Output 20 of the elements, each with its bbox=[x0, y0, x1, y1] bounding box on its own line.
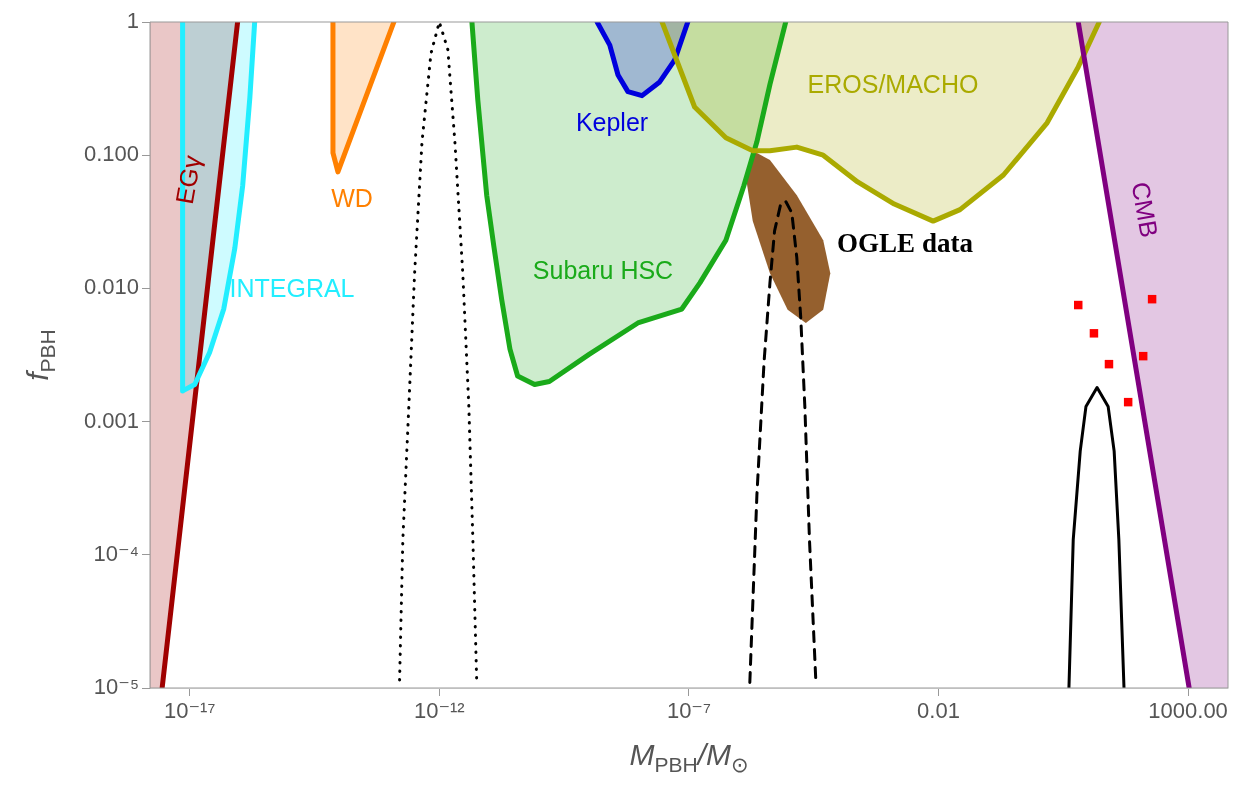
y-tick-label: 0.100 bbox=[83, 141, 139, 167]
x-tick-label: 10⁻¹⁷ bbox=[164, 698, 216, 724]
y-tick-label: 0.010 bbox=[83, 274, 139, 300]
series-label: Subaru HSC bbox=[532, 255, 674, 284]
y-tick-label: 10⁻⁵ bbox=[93, 674, 139, 700]
series-label: EROS/MACHO bbox=[807, 69, 979, 98]
series-label: CMB bbox=[1126, 179, 1164, 240]
series-label: EGγ bbox=[169, 152, 207, 207]
series-label: INTEGRAL bbox=[229, 273, 355, 302]
x-tick-label: 10⁻¹² bbox=[413, 698, 465, 724]
x-axis-title: M$_{PBH}$/M$_{⊙}$ bbox=[628, 738, 750, 777]
series-label: Kepler bbox=[575, 107, 649, 136]
y-tick-label: 0.001 bbox=[83, 407, 139, 433]
x-tick-label: 0.01 bbox=[917, 698, 960, 724]
series-label: OGLE data bbox=[837, 227, 974, 258]
x-tick-label: 10⁻⁷ bbox=[666, 698, 711, 724]
y-tick-label: 10⁻⁴ bbox=[93, 540, 139, 566]
series-label: WD bbox=[331, 183, 373, 212]
x-tick-label: 1000.00 bbox=[1148, 698, 1228, 724]
y-tick-label: 1 bbox=[126, 8, 139, 34]
